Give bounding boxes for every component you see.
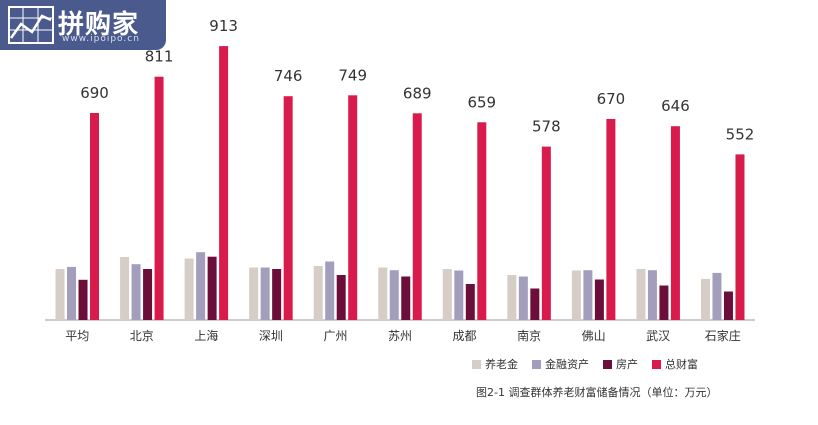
data-label-total-8: 670 xyxy=(597,90,626,108)
x-tick-label-4: 广州 xyxy=(323,329,347,343)
bar-pension-5 xyxy=(378,267,388,320)
legend-label-financial: 金融资产 xyxy=(545,358,589,371)
logo-text: 拼购家 xyxy=(58,10,140,40)
legend-swatch-housing xyxy=(603,359,612,369)
data-label-total-7: 578 xyxy=(532,118,561,136)
bar-housing-5 xyxy=(401,276,411,320)
bar-total-7 xyxy=(541,146,551,320)
bar-pension-3 xyxy=(249,267,259,320)
data-label-total-4: 749 xyxy=(338,66,367,84)
legend-item-financial: 金融资产 xyxy=(532,356,589,372)
bar-total-6 xyxy=(477,122,487,320)
legend-label-pension: 养老金 xyxy=(485,358,518,371)
bar-total-0 xyxy=(90,113,100,320)
bar-housing-10 xyxy=(723,291,733,320)
data-label-total-0: 690 xyxy=(80,84,109,102)
bar-total-3 xyxy=(283,96,293,320)
data-label-total-5: 689 xyxy=(403,84,432,102)
bar-pension-7 xyxy=(507,275,517,320)
bar-financial-3 xyxy=(260,267,270,320)
bar-housing-1 xyxy=(143,269,153,320)
bar-financial-1 xyxy=(131,264,141,320)
x-tick-label-2: 上海 xyxy=(194,328,218,343)
bar-pension-1 xyxy=(120,257,130,320)
x-tick-label-7: 南京 xyxy=(517,328,541,343)
legend-label-total: 总财富 xyxy=(665,358,698,371)
x-tick-label-9: 武汉 xyxy=(646,329,670,343)
data-label-total-2: 913 xyxy=(209,17,238,35)
bar-total-5 xyxy=(412,113,422,320)
bar-financial-10 xyxy=(712,272,722,320)
bar-financial-5 xyxy=(389,270,399,320)
bar-pension-6 xyxy=(442,269,452,320)
legend-label-housing: 房产 xyxy=(616,358,638,371)
x-tick-label-3: 深圳 xyxy=(259,329,283,343)
bar-housing-2 xyxy=(207,256,217,320)
data-label-total-3: 746 xyxy=(274,67,303,85)
x-tick-label-5: 苏州 xyxy=(388,329,412,343)
legend-item-total: 总财富 xyxy=(652,356,698,372)
chart-legend: 养老金 金融资产 房产 总财富 xyxy=(472,356,698,372)
bar-housing-9 xyxy=(659,285,669,320)
x-tick-label-6: 成都 xyxy=(453,329,477,343)
data-label-total-9: 646 xyxy=(661,97,690,115)
bar-pension-0 xyxy=(55,269,65,320)
x-tick-label-1: 北京 xyxy=(130,329,154,343)
bar-housing-6 xyxy=(465,284,475,320)
bar-financial-2 xyxy=(196,252,206,320)
watermark-logo: 拼购家 www.ipoipo.cn xyxy=(0,0,166,50)
x-tick-label-0: 平均 xyxy=(65,329,89,343)
legend-swatch-pension xyxy=(472,359,481,369)
chart-logo-icon xyxy=(8,6,54,44)
data-label-total-6: 659 xyxy=(467,93,496,111)
bar-total-4 xyxy=(348,95,358,320)
bar-financial-0 xyxy=(67,266,77,320)
bar-financial-9 xyxy=(647,270,657,320)
x-tick-label-8: 佛山 xyxy=(582,329,606,343)
data-label-total-1: 811 xyxy=(145,48,174,66)
bar-housing-4 xyxy=(336,275,346,320)
bar-pension-9 xyxy=(636,269,646,320)
bar-financial-8 xyxy=(583,270,593,320)
legend-swatch-total xyxy=(652,359,661,369)
bar-pension-10 xyxy=(700,278,710,320)
x-tick-label-10: 石家庄 xyxy=(705,328,741,343)
bar-financial-6 xyxy=(454,270,464,320)
bar-total-1 xyxy=(154,76,164,320)
legend-item-pension: 养老金 xyxy=(472,356,518,372)
chart-caption: 图2-1 调查群体养老财富储备情况（单位：万元） xyxy=(476,386,718,399)
logo-url: www.ipoipo.cn xyxy=(62,34,140,44)
bar-total-8 xyxy=(606,119,616,320)
bar-housing-0 xyxy=(78,279,88,320)
bar-housing-8 xyxy=(594,279,604,320)
bar-total-2 xyxy=(219,46,229,320)
bar-total-9 xyxy=(670,126,680,320)
bar-pension-2 xyxy=(184,258,194,320)
legend-item-housing: 房产 xyxy=(603,356,638,372)
bar-pension-4 xyxy=(313,266,323,320)
bar-financial-7 xyxy=(518,276,528,320)
bar-housing-3 xyxy=(272,269,282,320)
bar-pension-8 xyxy=(571,270,581,320)
bar-housing-7 xyxy=(530,288,540,320)
bar-financial-4 xyxy=(325,261,335,320)
data-label-total-10: 552 xyxy=(726,125,755,143)
legend-swatch-financial xyxy=(532,359,541,369)
bar-total-10 xyxy=(735,154,745,320)
